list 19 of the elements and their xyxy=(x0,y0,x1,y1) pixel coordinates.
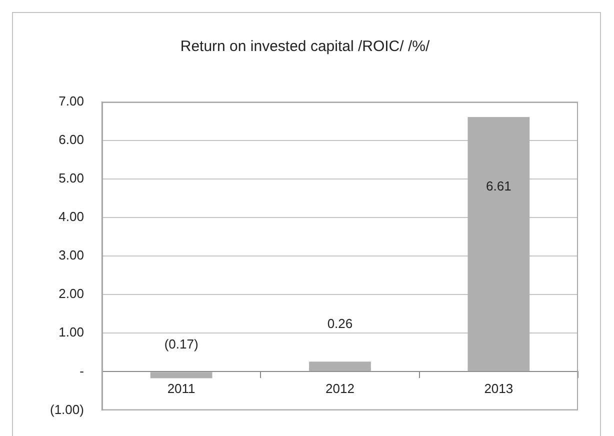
bar xyxy=(309,362,371,372)
y-tick-label: 1.00 xyxy=(58,324,84,340)
y-tick-label: (1.00) xyxy=(50,402,84,417)
chart-title: Return on invested capital /ROIC/ /%/ xyxy=(180,38,430,56)
y-tick-label: 4.00 xyxy=(58,209,84,224)
y-tick-label: 5.00 xyxy=(58,170,84,186)
x-tick-label: 2012 xyxy=(326,381,354,396)
data-label: (0.17) xyxy=(164,336,198,352)
x-tick-label: 2011 xyxy=(167,381,196,396)
y-tick-label: 2.00 xyxy=(58,286,84,302)
y-tick-label: 7.00 xyxy=(58,94,84,109)
y-tick-label: 3.00 xyxy=(58,248,84,263)
bar xyxy=(468,117,530,372)
data-label: 6.61 xyxy=(486,178,512,194)
x-tick-label: 2013 xyxy=(484,381,514,396)
y-tick-label: 6.00 xyxy=(58,132,84,148)
data-label: 0.26 xyxy=(327,316,353,332)
y-tick-label: - xyxy=(80,363,84,378)
bar xyxy=(150,372,212,378)
